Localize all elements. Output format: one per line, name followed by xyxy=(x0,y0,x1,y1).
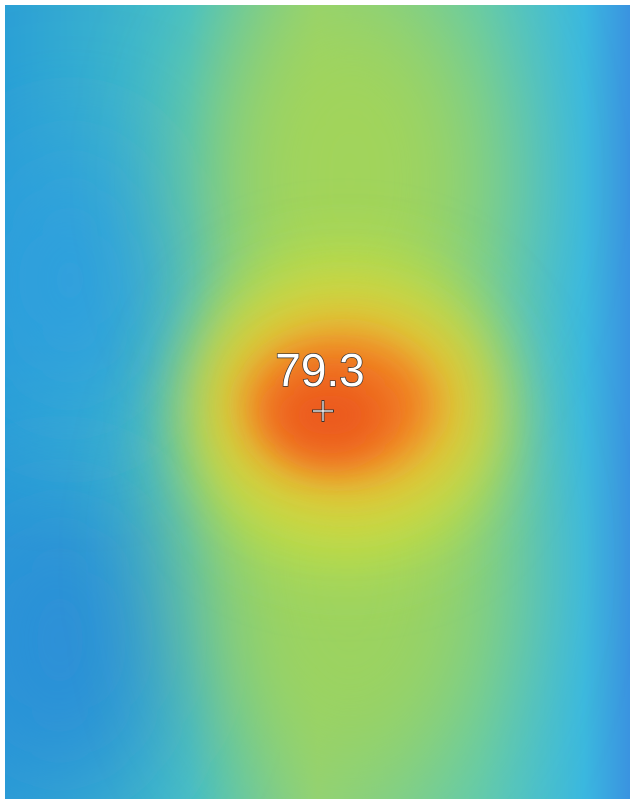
thermal-image: 79.3 xyxy=(0,0,635,804)
page: {"reading": {"temperature": "79.3"}} 79.… xyxy=(0,0,635,804)
temperature-reading: 79.3 xyxy=(275,344,365,396)
heat-map xyxy=(0,0,635,804)
